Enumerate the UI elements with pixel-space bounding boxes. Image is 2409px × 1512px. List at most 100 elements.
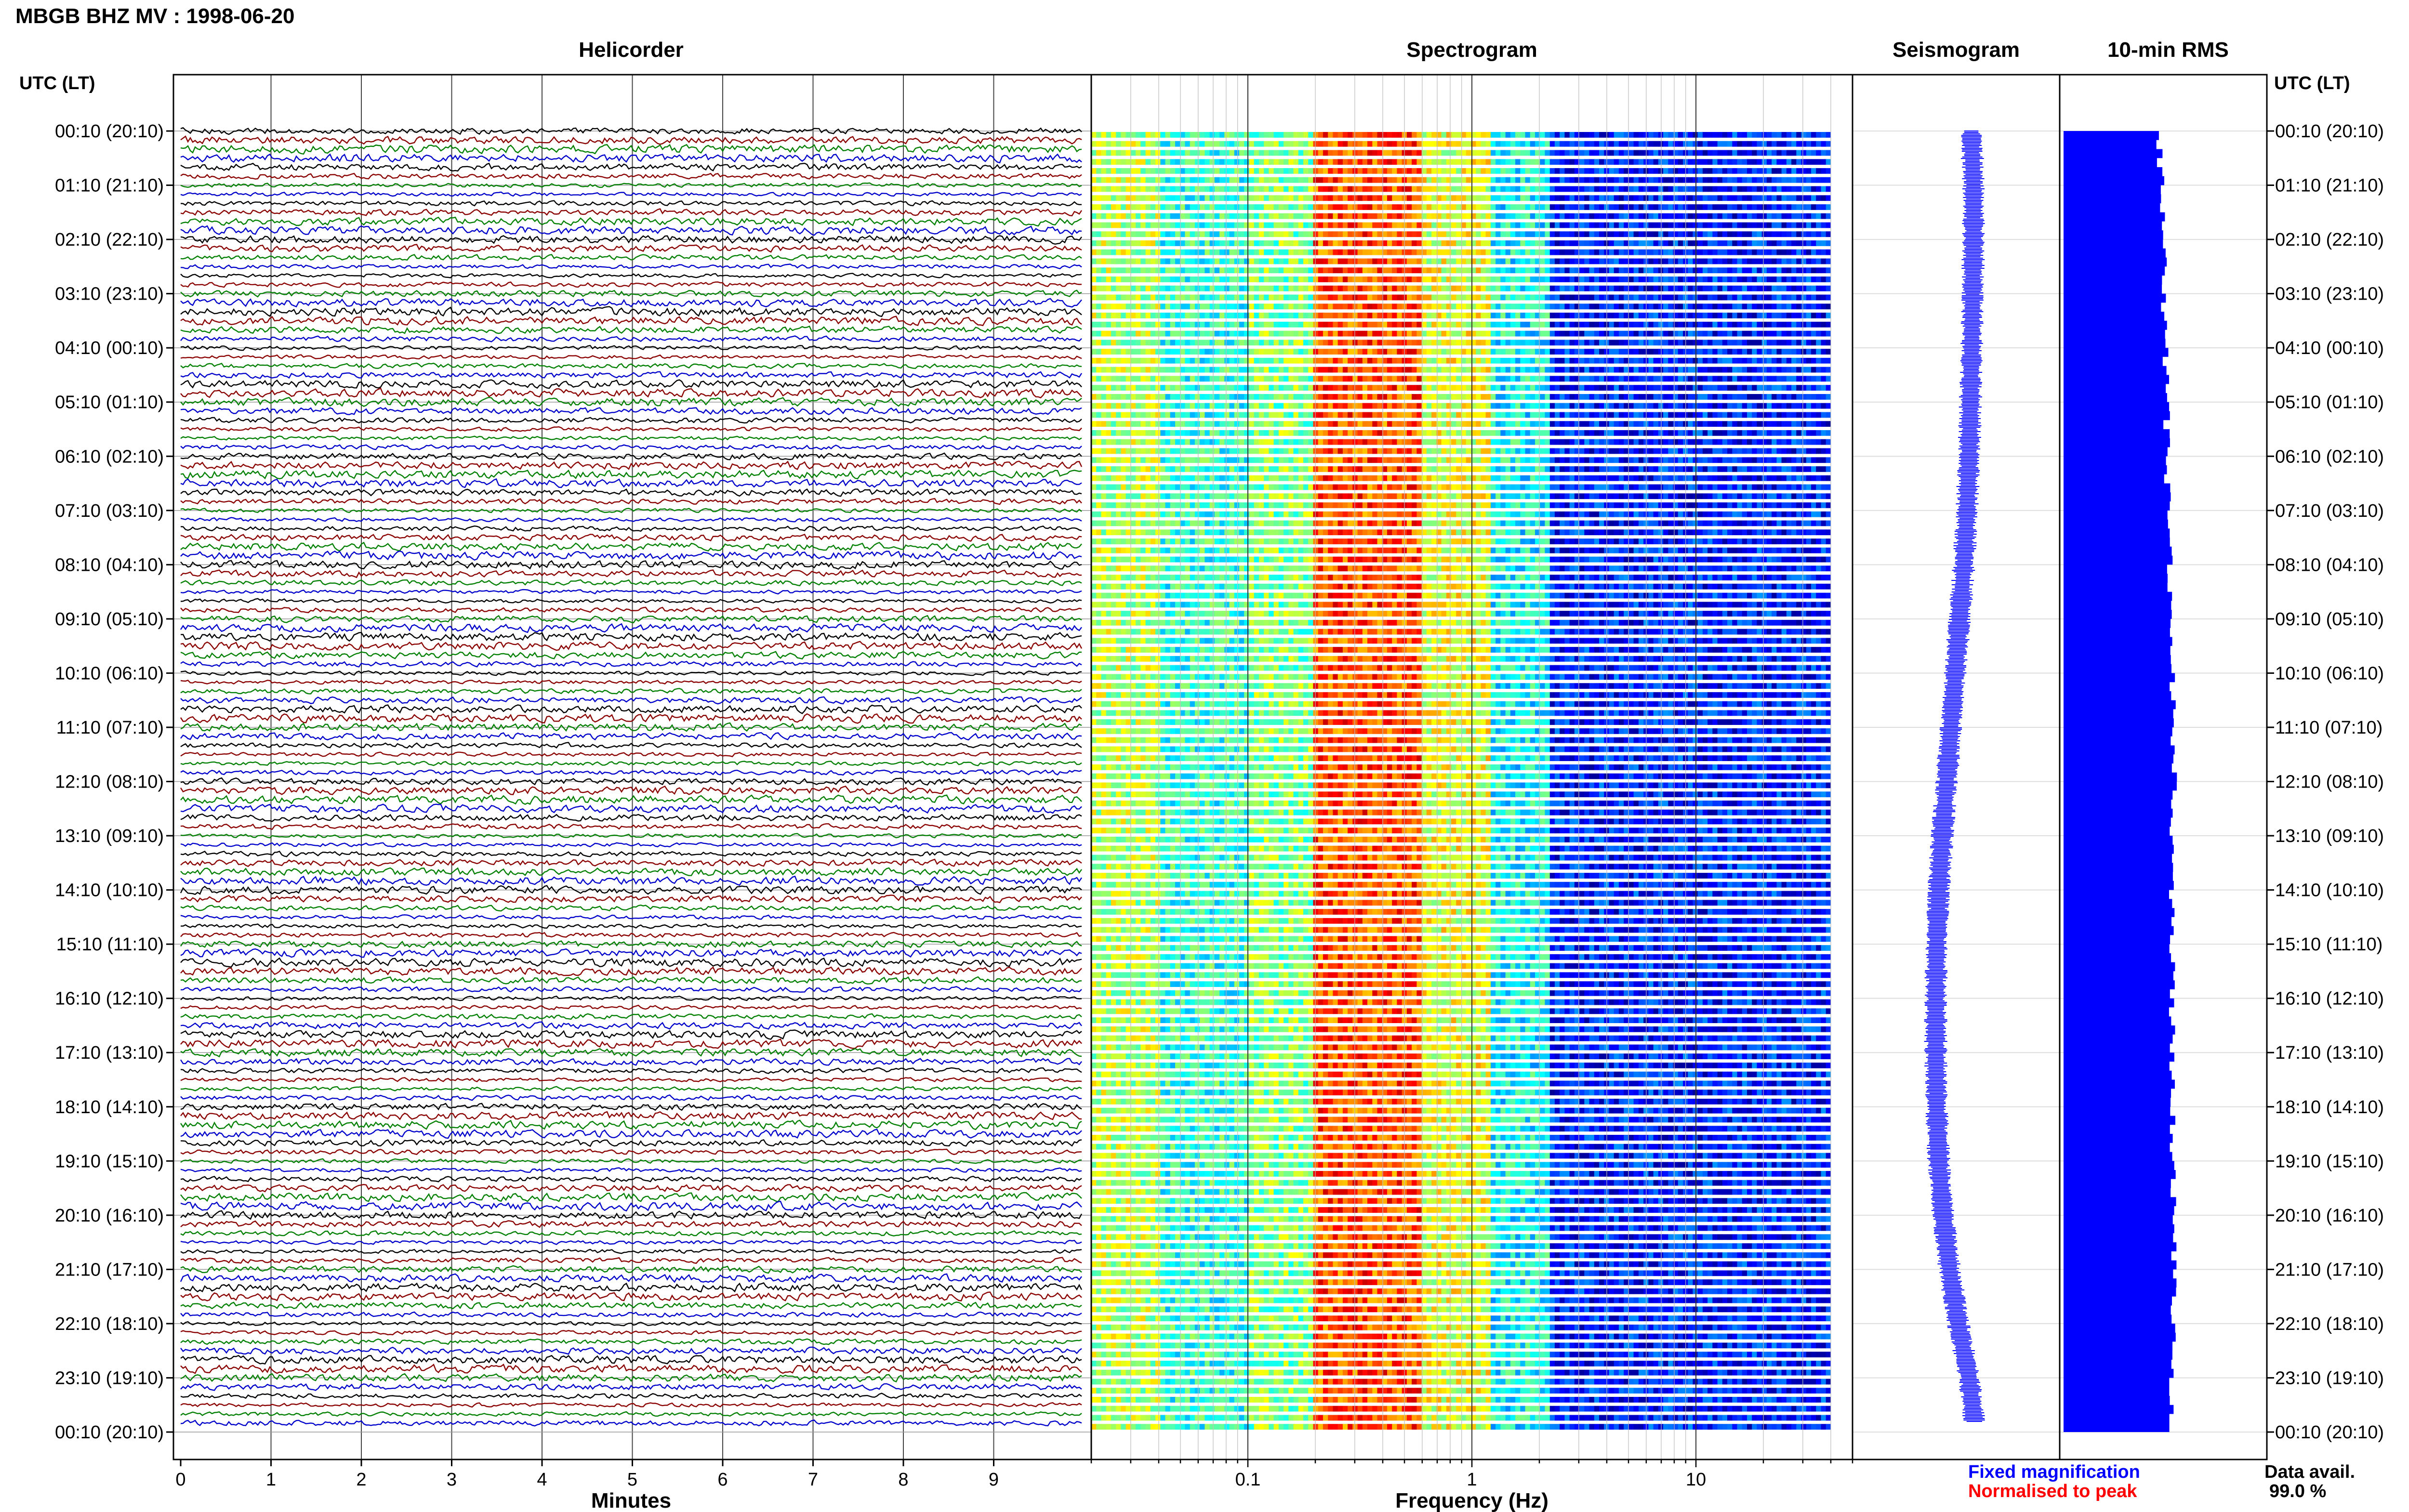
spectrogram-cell <box>1781 403 1787 409</box>
spectrogram-cell <box>1303 321 1309 328</box>
spectrogram-cell <box>1633 349 1639 355</box>
spectrogram-cell <box>1717 394 1723 400</box>
spectrogram-cell <box>1175 267 1180 274</box>
spectrogram-cell <box>1717 150 1723 156</box>
spectrogram-cell <box>1801 204 1807 210</box>
spectrogram-cell <box>1584 349 1590 355</box>
spectrogram-cell <box>1284 204 1289 210</box>
spectrogram-cell <box>1560 150 1565 156</box>
spectrogram-cell <box>1796 159 1802 165</box>
spectrogram-cell <box>1515 186 1521 192</box>
spectrogram-cell <box>1416 403 1422 409</box>
spectrogram-cell <box>1284 267 1289 274</box>
spectrogram-cell <box>1761 213 1767 219</box>
helicorder-trace <box>180 1086 1082 1092</box>
spectrogram-cell <box>1337 357 1343 364</box>
spectrogram-cell <box>1140 132 1146 138</box>
spectrogram-cell <box>1412 349 1417 355</box>
spectrogram-cell <box>1200 276 1205 282</box>
spectrogram-cell <box>1569 357 1575 364</box>
spectrogram-cell <box>1244 186 1249 192</box>
spectrogram-cell <box>1816 168 1821 174</box>
spectrogram-cell <box>1500 321 1506 328</box>
spectrogram-cell <box>1273 403 1279 409</box>
spectrogram-cell <box>1264 249 1269 255</box>
spectrogram-cell <box>1515 177 1521 183</box>
spectrogram-cell <box>1239 258 1244 264</box>
spectrogram-cell <box>1470 330 1476 337</box>
spectrogram-cell <box>1116 313 1121 318</box>
spectrogram-cell <box>1244 303 1249 310</box>
spectrogram-cell <box>1140 321 1146 328</box>
spectrogram-cell <box>1609 249 1615 255</box>
spectrogram-cell <box>1697 231 1703 237</box>
spectrogram-cell <box>1772 403 1777 409</box>
spectrogram-cell <box>1446 357 1452 364</box>
spectrogram-cell <box>1481 276 1486 282</box>
spectrogram-cell <box>1372 240 1378 246</box>
spectrogram-cell <box>1352 303 1358 310</box>
time-label: 22:10 (18:10) <box>55 1314 164 1334</box>
spectrogram-cell <box>1254 313 1259 318</box>
spectrogram-cell <box>1653 330 1659 337</box>
spectrogram-cell <box>1530 303 1535 310</box>
spectrogram-cell <box>1412 186 1417 192</box>
spectrogram-cell <box>1549 313 1555 318</box>
spectrogram-cell <box>1466 321 1471 328</box>
spectrogram-cell <box>1412 285 1417 291</box>
spectrogram-cell <box>1372 258 1378 264</box>
spectrogram-cell <box>1352 267 1358 274</box>
spectrogram-cell <box>1648 195 1654 201</box>
spectrogram-cell <box>1342 330 1348 337</box>
spectrogram-cell <box>1116 213 1121 219</box>
spectrogram-cell <box>1584 168 1590 174</box>
spectrogram-cell <box>1372 294 1378 301</box>
spectrogram-cell <box>1722 330 1728 337</box>
spectrogram-cell <box>1125 258 1131 264</box>
spectrogram-cell <box>1308 168 1313 174</box>
spectrogram-cell <box>1772 357 1777 364</box>
spectrogram-cell <box>1258 222 1264 228</box>
spectrogram-cell <box>1599 313 1604 318</box>
helicorder-trace <box>180 1419 1082 1427</box>
spectrogram-cell <box>1653 321 1659 328</box>
spectrogram-cell <box>1180 330 1185 337</box>
spectrogram-cell <box>1214 330 1220 337</box>
spectrogram-cell <box>1136 285 1141 291</box>
spectrogram-cell <box>1096 195 1101 201</box>
spectrogram-cell <box>1500 276 1506 282</box>
spectrogram-cell <box>1702 213 1708 219</box>
spectrogram-cell <box>1668 303 1674 310</box>
spectrogram-cell <box>1397 240 1403 246</box>
spectrogram-cell <box>1786 141 1792 147</box>
spectrogram-cell <box>1421 349 1427 355</box>
spectrogram-cell <box>1111 321 1116 328</box>
spectrogram-cell <box>1130 285 1136 291</box>
spectrogram-cell <box>1190 321 1195 328</box>
spectrogram-cell <box>1776 376 1782 382</box>
spectrogram-cell <box>1609 141 1615 147</box>
spectrogram-cell <box>1712 357 1718 364</box>
spectrogram-cell <box>1633 385 1639 391</box>
spectrogram-cell <box>1121 276 1126 282</box>
spectrogram-cell <box>1323 204 1328 210</box>
spectrogram-cell <box>1348 357 1353 364</box>
spectrogram-cell <box>1125 349 1131 355</box>
spectrogram-cell <box>1727 330 1733 337</box>
spectrogram-cell <box>1170 403 1176 409</box>
spectrogram-cell <box>1412 276 1417 282</box>
spectrogram-cell <box>1348 177 1353 183</box>
spectrogram-cell <box>1796 385 1802 391</box>
spectrogram-cell <box>1569 150 1575 156</box>
spectrogram-cell <box>1323 330 1328 337</box>
helicorder-trace <box>180 631 1082 642</box>
spectrogram-cell <box>1574 258 1580 264</box>
spectrogram-cell <box>1564 204 1570 210</box>
spectrogram-cell <box>1106 267 1112 274</box>
spectrogram-cell <box>1091 249 1097 255</box>
spectrogram-cell <box>1796 186 1802 192</box>
spectrogram-cell <box>1806 303 1812 310</box>
spectrogram-cell <box>1150 177 1156 183</box>
spectrogram-cell <box>1461 357 1467 364</box>
spectrogram-cell <box>1362 285 1368 291</box>
